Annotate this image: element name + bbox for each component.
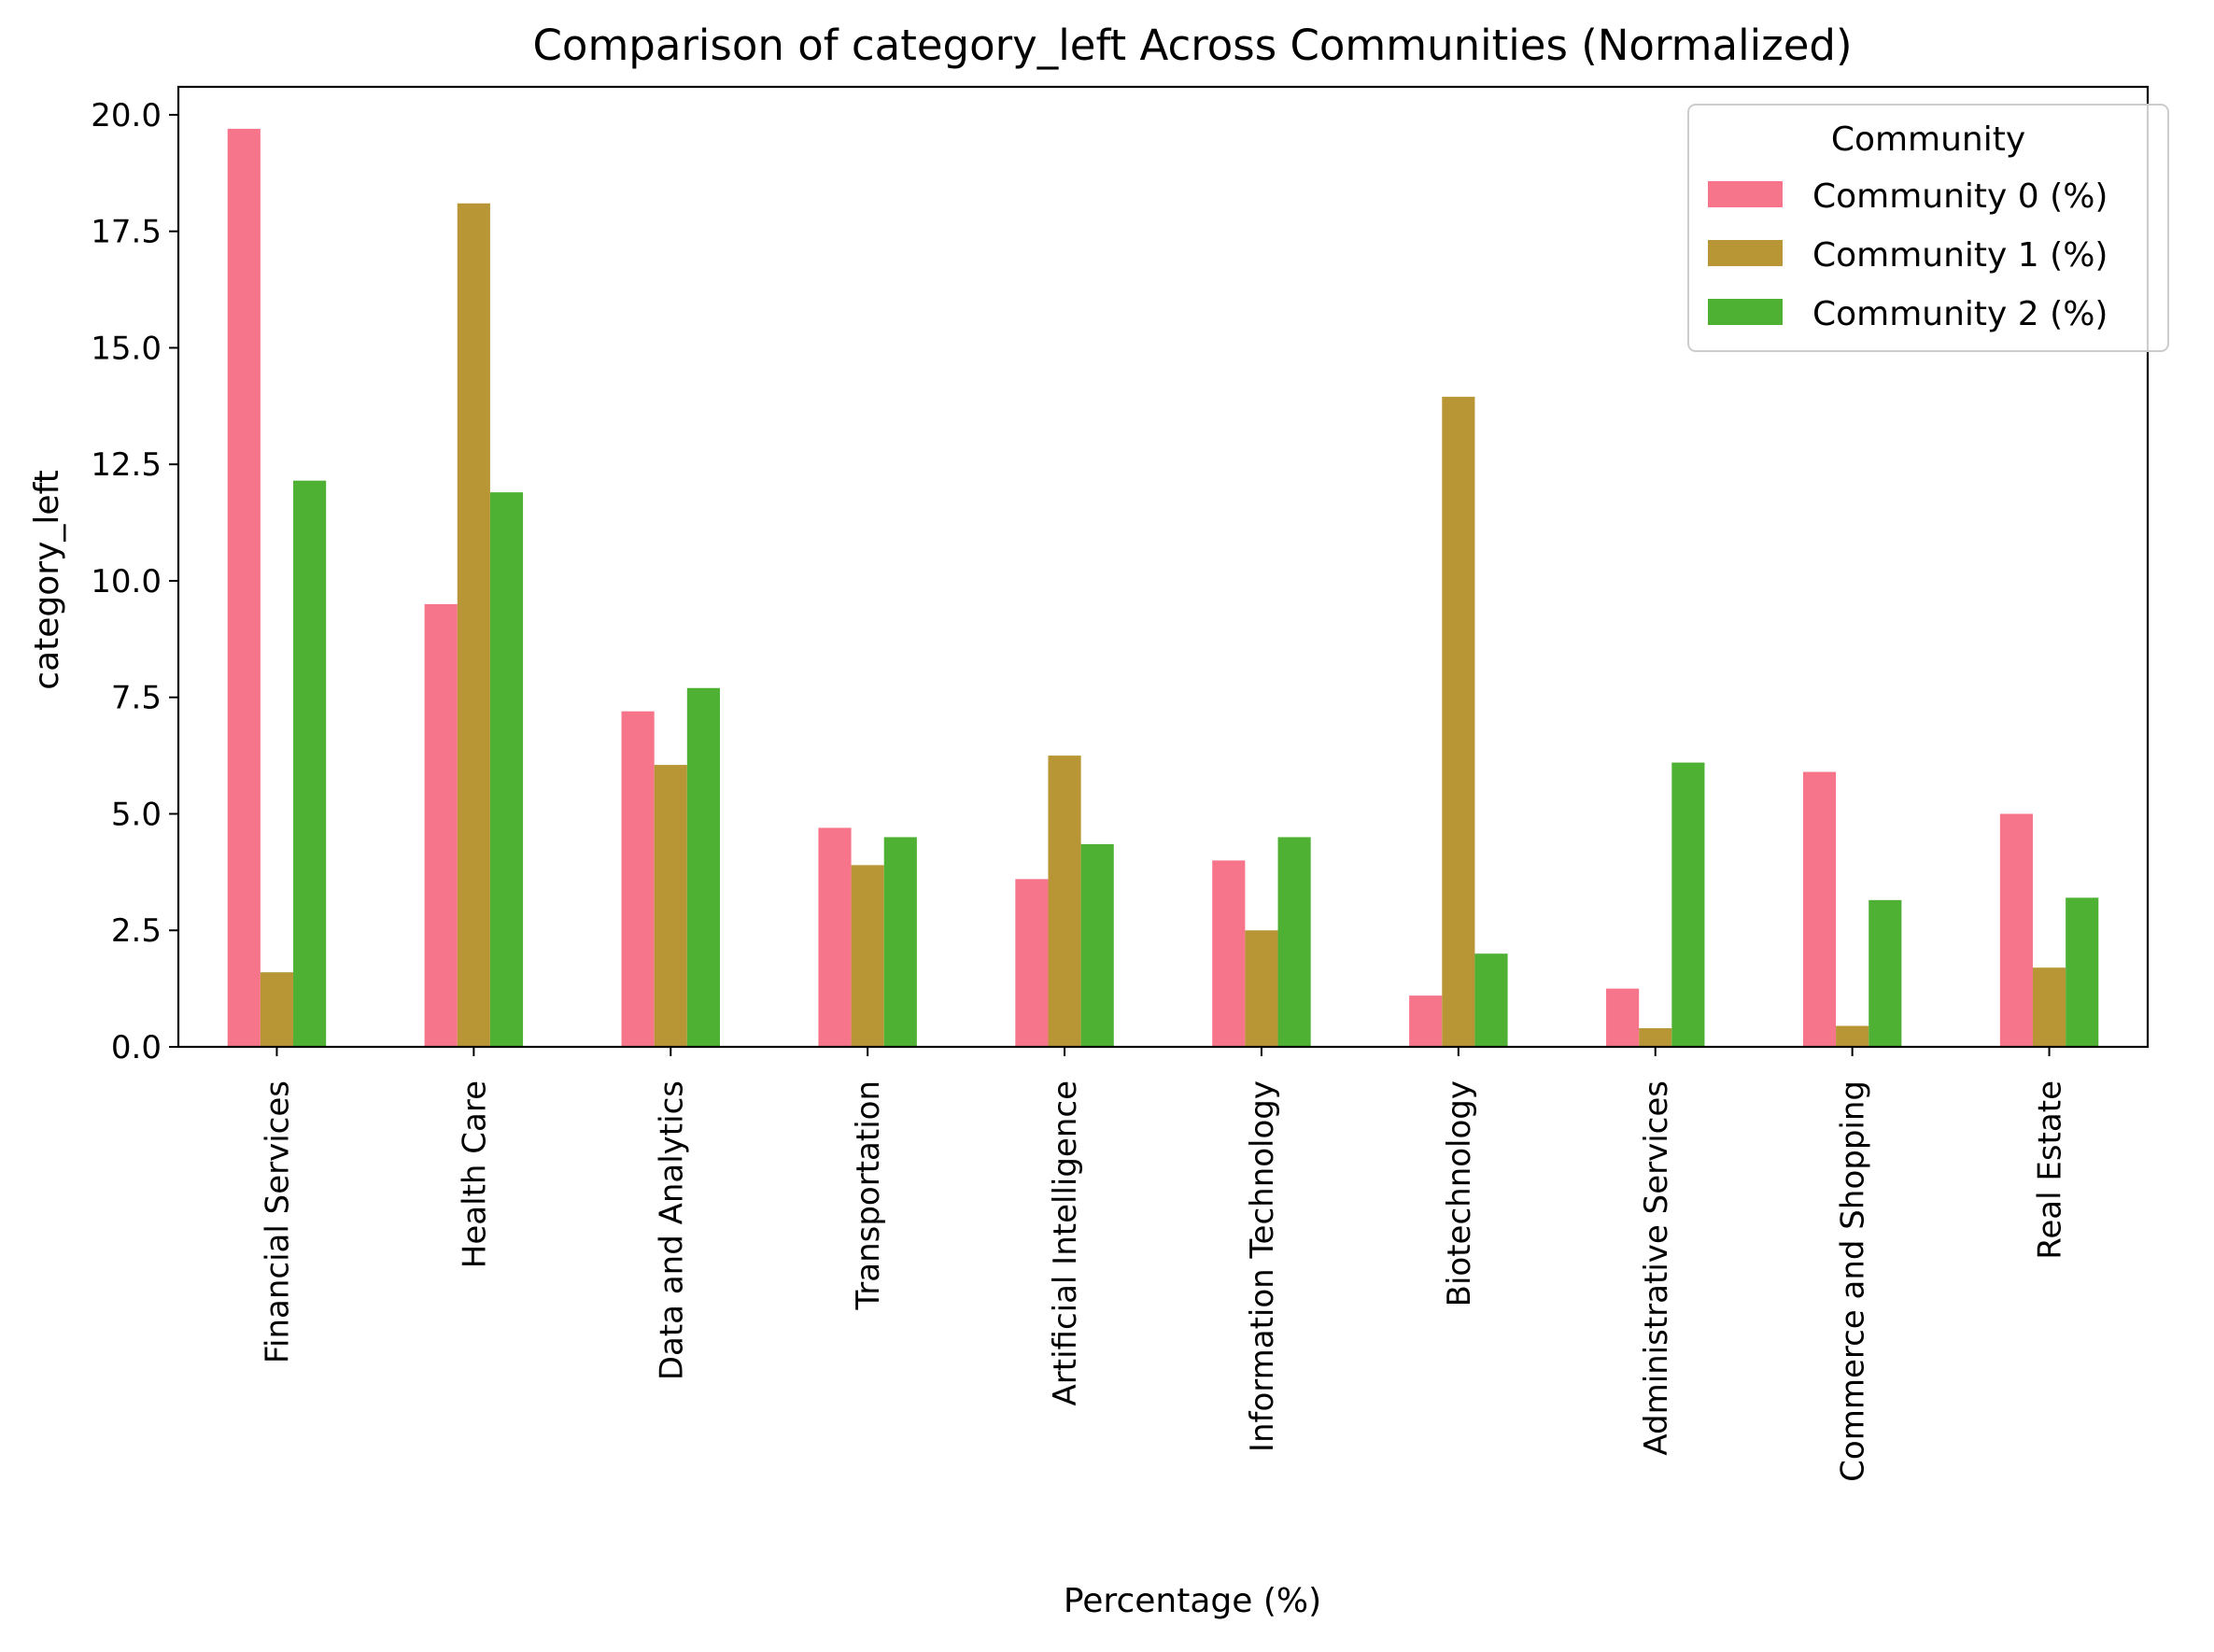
y-axis: 0.0 2.5 5.0 7.5 10.0 12.5 15.0 17.5 20.0: [91, 97, 178, 1066]
bar-series-1-real-estate: [2032, 967, 2066, 1047]
y-tick-label: 0.0: [111, 1029, 162, 1066]
bar-series-0-administrative-services: [1606, 988, 1640, 1047]
bar-series-0-transportation: [818, 827, 852, 1047]
bar-series-1-artificial-intelligence: [1048, 755, 1081, 1047]
legend-swatch-community-1: [1708, 240, 1783, 266]
legend: Community Community 0 (%) Community 1 (%…: [1687, 104, 2169, 352]
bar-series-2-health-care: [489, 492, 524, 1047]
y-tick-label: 15.0: [91, 330, 162, 367]
legend-swatch-community-2: [1708, 299, 1783, 325]
bar-series-0-real-estate: [1999, 813, 2033, 1047]
y-tick-label: 10.0: [91, 563, 162, 600]
bar-series-2-information-technology: [1277, 837, 1311, 1047]
legend-label-community-2: Community 2 (%): [1812, 295, 2108, 333]
bar-series-1-commerce-and-shopping: [1836, 1025, 1869, 1047]
chart-title: Comparison of category_left Across Commu…: [533, 21, 1853, 70]
x-axis-label: Percentage (%): [1064, 1582, 1321, 1620]
y-tick-label: 12.5: [91, 446, 162, 484]
bar-series-1-biotechnology: [1442, 396, 1475, 1048]
bar-series-2-data-and-analytics: [686, 687, 720, 1047]
x-tick-label: Artificial Intelligence: [1047, 1080, 1084, 1405]
bar-series-0-commerce-and-shopping: [1802, 771, 1837, 1047]
y-tick-label: 2.5: [111, 912, 162, 950]
y-tick-label: 5.0: [111, 796, 162, 833]
legend-frame: [1687, 104, 2169, 352]
x-tick-label: Biotechnology: [1441, 1080, 1478, 1306]
bar-series-1-data-and-analytics: [654, 765, 687, 1047]
y-tick-label: 20.0: [91, 97, 162, 134]
bar-series-2-financial-services: [293, 480, 327, 1047]
x-tick-label: Data and Analytics: [653, 1080, 690, 1380]
bar-series-2-biotechnology: [1474, 953, 1508, 1047]
bar-series-0-biotechnology: [1409, 995, 1443, 1047]
x-tick-label: Transportation: [850, 1080, 887, 1311]
bar-series-1-administrative-services: [1639, 1028, 1672, 1047]
legend-label-community-0: Community 0 (%): [1812, 177, 2108, 216]
legend-swatch-community-0: [1708, 181, 1783, 207]
x-axis: Financial Services Health Care Data and An…: [259, 1047, 2069, 1482]
plot-area: [176, 85, 2150, 1049]
bar-series-2-transportation: [883, 837, 917, 1047]
bar-series-0-artificial-intelligence: [1015, 879, 1049, 1047]
x-tick-label: Administrative Services: [1638, 1080, 1675, 1456]
bar-series-1-health-care: [457, 203, 490, 1047]
bar-series-1-information-technology: [1245, 930, 1278, 1047]
x-tick-label: Financial Services: [259, 1080, 296, 1363]
legend-title: Community: [1831, 120, 2025, 159]
x-tick-label: Real Estate: [2032, 1080, 2069, 1260]
bar-series-0-information-technology: [1212, 860, 1246, 1047]
x-tick-label: Health Care: [456, 1080, 493, 1268]
bar-series-2-commerce-and-shopping: [1869, 899, 1902, 1047]
x-tick-label: Information Technology: [1244, 1080, 1281, 1452]
bar-series-0-health-care: [424, 603, 458, 1047]
bar-series-1-financial-services: [260, 972, 294, 1047]
y-tick-label: 17.5: [91, 214, 162, 251]
bar-series-2-artificial-intelligence: [1080, 843, 1114, 1047]
bar-series-2-real-estate: [2066, 897, 2099, 1047]
y-axis-label: category_left: [28, 470, 66, 689]
bar-series-0-data-and-analytics: [621, 711, 655, 1047]
y-tick-label: 7.5: [111, 680, 162, 717]
legend-label-community-1: Community 1 (%): [1812, 236, 2108, 275]
bar-series-2-administrative-services: [1671, 762, 1705, 1047]
plot-frame: [176, 85, 2150, 1049]
x-tick-label: Commerce and Shopping: [1835, 1080, 1872, 1482]
bar-series-1-transportation: [851, 865, 884, 1047]
bar-series-0-financial-services: [227, 128, 261, 1047]
